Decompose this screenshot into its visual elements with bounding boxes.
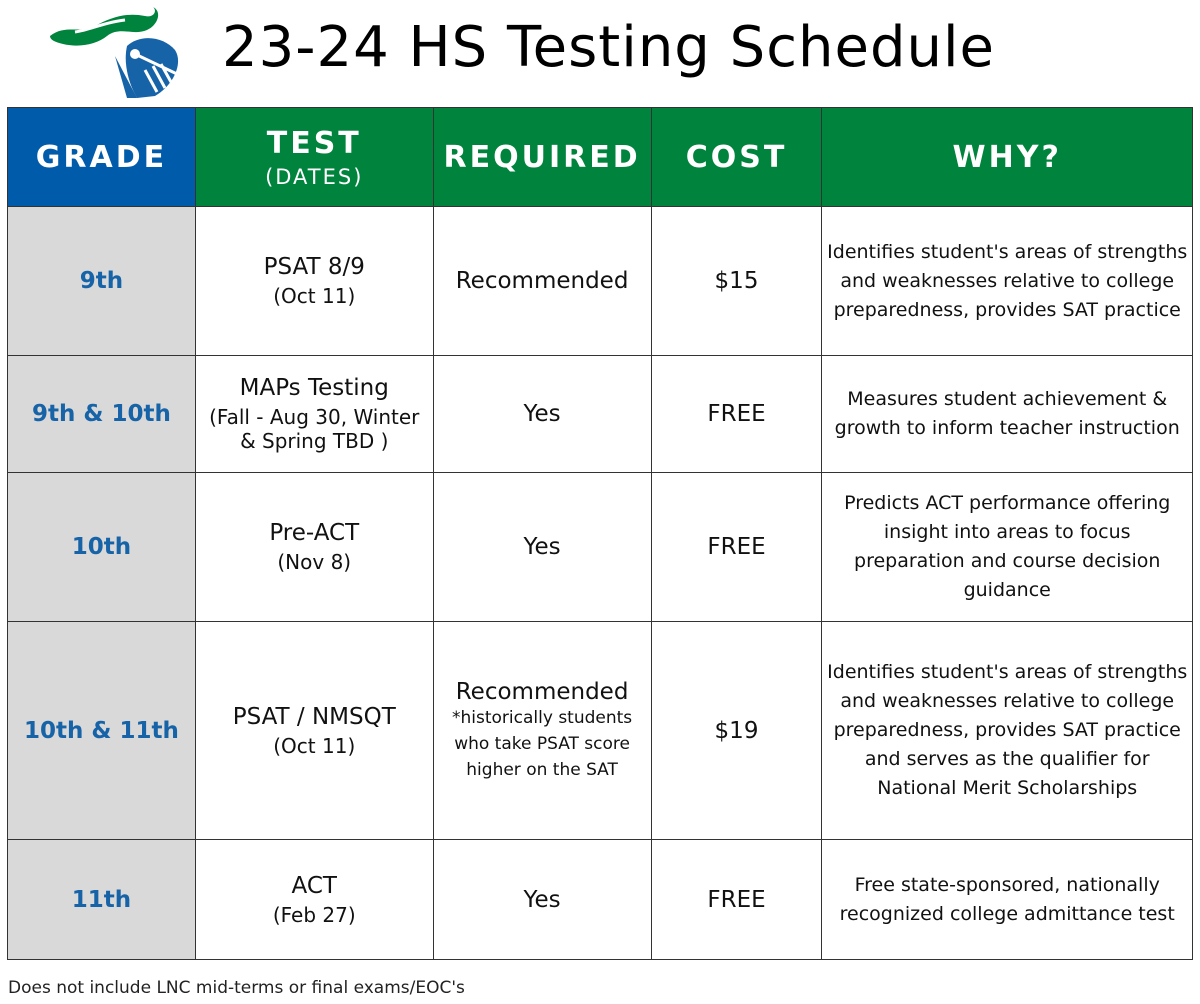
grade-cell: 9th & 10th xyxy=(7,355,196,473)
test-name: Pre-ACT xyxy=(269,520,360,546)
why-cell: Free state-sponsored, nationally recogni… xyxy=(821,839,1193,960)
required-cell: Recommended *historically students who ta… xyxy=(432,621,652,840)
header-grade: GRADE xyxy=(7,107,196,207)
required-cell: Yes xyxy=(432,839,652,960)
required-cell: Yes xyxy=(432,355,652,473)
test-dates: (Feb 27) xyxy=(272,902,356,927)
grade-cell: 9th xyxy=(7,206,196,356)
required-value: Yes xyxy=(523,886,561,913)
test-cell: Pre-ACT (Nov 8) xyxy=(194,472,434,622)
why-cell: Identifies student's areas of strengths … xyxy=(821,621,1193,840)
header-required: REQUIRED xyxy=(432,107,652,207)
test-name: ACT xyxy=(291,872,337,899)
required-value: Recommended xyxy=(455,268,629,294)
cost-cell: FREE xyxy=(650,355,823,473)
header-test-label: TEST xyxy=(266,125,362,161)
test-name: PSAT 8/9 xyxy=(263,254,365,280)
grade-cell: 10th & 11th xyxy=(7,621,196,840)
test-dates: (Nov 8) xyxy=(277,550,352,574)
header-row: GRADE TEST (DATES) REQUIRED COST WHY? xyxy=(7,107,1193,207)
cost-cell: FREE xyxy=(650,472,823,622)
grade-cell: 10th xyxy=(7,472,196,622)
table-row: 11th ACT (Feb 27) Yes FREE Free state-sponsor… xyxy=(7,839,1193,960)
test-cell: MAPs Testing (Fall - Aug 30, Winter & Spr… xyxy=(194,355,434,473)
test-cell: PSAT 8/9 (Oct 11) xyxy=(194,206,434,356)
required-cell: Recommended xyxy=(432,206,652,356)
cost-cell: FREE xyxy=(650,839,823,960)
required-note: *historically students who take PSAT sco… xyxy=(452,707,633,780)
why-cell: Predicts ACT performance offering insigh… xyxy=(821,472,1193,622)
footer-note: Does not include LNC mid-terms or final … xyxy=(8,978,465,998)
cost-cell: $19 xyxy=(650,621,823,840)
table-row: 9th & 10th MAPs Testing (Fall - Aug 30, Wi… xyxy=(7,355,1193,473)
testing-schedule-table: GRADE TEST (DATES) REQUIRED COST WHY? 9th… xyxy=(7,107,1193,960)
header-test: TEST (DATES) xyxy=(194,107,434,207)
test-dates: (Oct 11) xyxy=(273,733,356,758)
why-cell: Measures student achievement & growth to… xyxy=(821,355,1193,473)
table-row: 10th Pre-ACT (Nov 8) Yes FREE Predicts ACT pe… xyxy=(7,472,1193,622)
test-cell: PSAT / NMSQT (Oct 11) xyxy=(194,621,434,840)
grade-cell: 11th xyxy=(7,839,196,960)
page-title: 23-24 HS Testing Schedule xyxy=(222,15,995,80)
test-dates: (Oct 11) xyxy=(273,284,356,308)
required-cell: Yes xyxy=(432,472,652,622)
table-row: 9th PSAT 8/9 (Oct 11) Recommended $15 Identif… xyxy=(7,206,1193,356)
required-value: Yes xyxy=(523,401,561,427)
test-cell: ACT (Feb 27) xyxy=(194,839,434,960)
header-test-sub: (DATES) xyxy=(265,164,364,189)
why-cell: Identifies student's areas of strengths … xyxy=(821,206,1193,356)
test-dates: (Fall - Aug 30, Winter & Spring TBD ) xyxy=(209,405,420,453)
test-name: PSAT / NMSQT xyxy=(232,703,396,730)
test-name: MAPs Testing xyxy=(239,375,389,401)
knight-helmet-logo xyxy=(50,7,179,98)
required-value: Recommended xyxy=(455,678,629,705)
table-row: 10th & 11th PSAT / NMSQT (Oct 11) Recommend… xyxy=(7,621,1193,840)
header-why: WHY? xyxy=(821,107,1193,207)
cost-cell: $15 xyxy=(650,206,823,356)
header-cost: COST xyxy=(650,107,823,207)
required-value: Yes xyxy=(523,534,561,560)
